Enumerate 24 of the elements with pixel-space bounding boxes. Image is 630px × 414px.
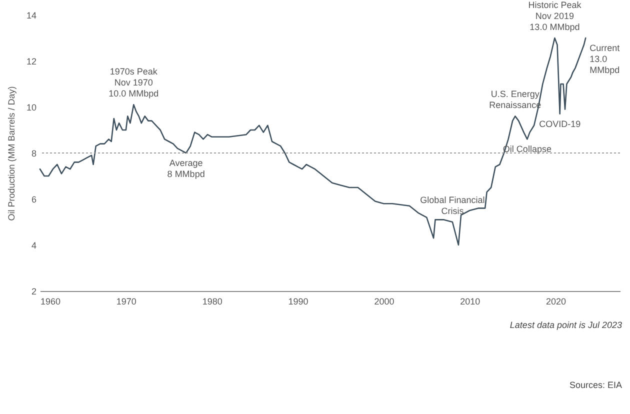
x-tick-label: 1970 bbox=[116, 296, 136, 306]
annotation: Average 8 MMbpd bbox=[167, 158, 205, 179]
x-tick-label: 2000 bbox=[374, 296, 394, 306]
annotation: COVID-19 bbox=[539, 118, 581, 129]
y-tick-label: 6 bbox=[31, 194, 36, 204]
y-tick-label: 12 bbox=[26, 56, 36, 66]
y-tick-label: 2 bbox=[31, 286, 36, 296]
x-tick-label: 2020 bbox=[546, 296, 566, 306]
y-axis-title: Oil Production (MM Barrels / Day) bbox=[6, 86, 16, 221]
annotation: Current 13.0 MMbpd bbox=[590, 43, 620, 75]
x-tick-label: 2010 bbox=[460, 296, 480, 306]
x-tick-label: 1960 bbox=[40, 296, 61, 306]
annotation: Historic Peak Nov 2019 13.0 MMbpd bbox=[528, 0, 582, 32]
x-tick-label: 1980 bbox=[202, 296, 222, 306]
x-tick-label: 1990 bbox=[288, 296, 308, 306]
y-tick-label: 10 bbox=[26, 102, 36, 112]
annotation: 1970s Peak Nov 1970 10.0 MMbpd bbox=[108, 66, 159, 99]
line-series bbox=[39, 37, 586, 246]
text: Latest data point is Jul 2023 bbox=[508, 320, 622, 330]
y-tick-label: 14 bbox=[26, 10, 36, 20]
y-tick-label: 4 bbox=[31, 240, 36, 250]
y-tick-label: 8 bbox=[31, 148, 36, 158]
annotation: Global Financial Crisis bbox=[420, 195, 485, 216]
source-note: Sources: EIA bbox=[568, 380, 622, 390]
